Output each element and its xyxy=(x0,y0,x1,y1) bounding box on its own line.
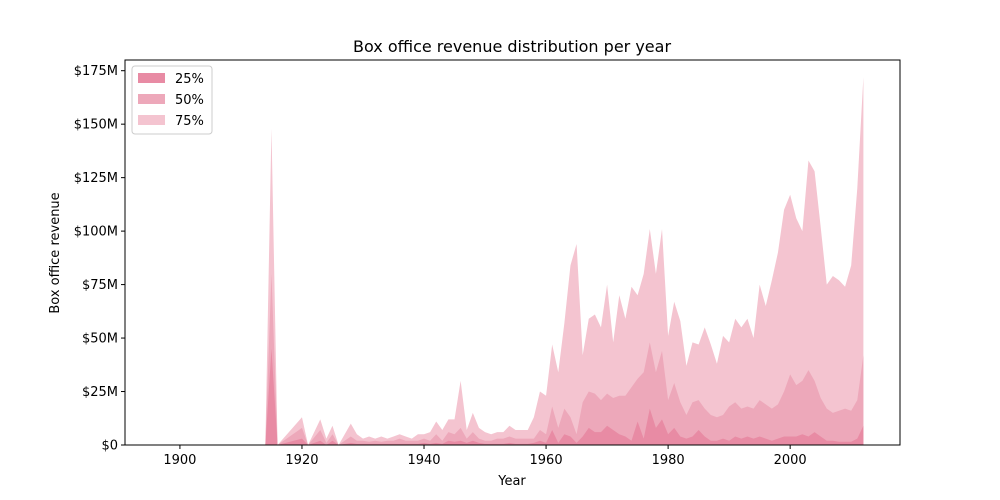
legend-swatch-25pct xyxy=(138,73,165,83)
y-tick-label: $50M xyxy=(82,332,118,347)
y-axis-label: Box office revenue xyxy=(48,192,63,313)
x-tick-label: 1960 xyxy=(530,453,563,468)
x-tick-label: 1980 xyxy=(652,453,685,468)
legend-label-25pct: 25% xyxy=(175,72,204,87)
y-tick-label: $125M xyxy=(74,171,118,186)
legend: 25% 50% 75% xyxy=(131,65,213,135)
area-series-50pct xyxy=(265,273,864,445)
x-tick-label: 2000 xyxy=(774,453,807,468)
y-axis: $0 $25M $50M $75M $100M $125M $150M $175M xyxy=(74,64,125,454)
y-tick-label: $0 xyxy=(101,439,118,454)
x-tick-label: 1940 xyxy=(407,453,440,468)
x-tick-label: 1920 xyxy=(285,453,318,468)
x-axis-label: Year xyxy=(497,474,526,489)
x-tick-label: 1900 xyxy=(163,453,196,468)
y-tick-label: $150M xyxy=(74,118,118,133)
legend-swatch-75pct xyxy=(138,115,165,125)
legend-swatch-50pct xyxy=(138,94,165,104)
y-tick-label: $25M xyxy=(82,385,118,400)
y-tick-label: $100M xyxy=(74,225,118,240)
areas-layer xyxy=(265,77,864,446)
legend-label-75pct: 75% xyxy=(175,114,204,129)
x-axis: 1900 1920 1940 1960 1980 2000 xyxy=(163,445,807,468)
plot-frame xyxy=(124,59,901,446)
y-tick-label: $75M xyxy=(82,278,118,293)
y-tick-label: $175M xyxy=(74,64,118,79)
area-series-25pct xyxy=(265,348,864,445)
legend-label-50pct: 50% xyxy=(175,93,204,108)
chart-title: Box office revenue distribution per year xyxy=(353,37,671,56)
